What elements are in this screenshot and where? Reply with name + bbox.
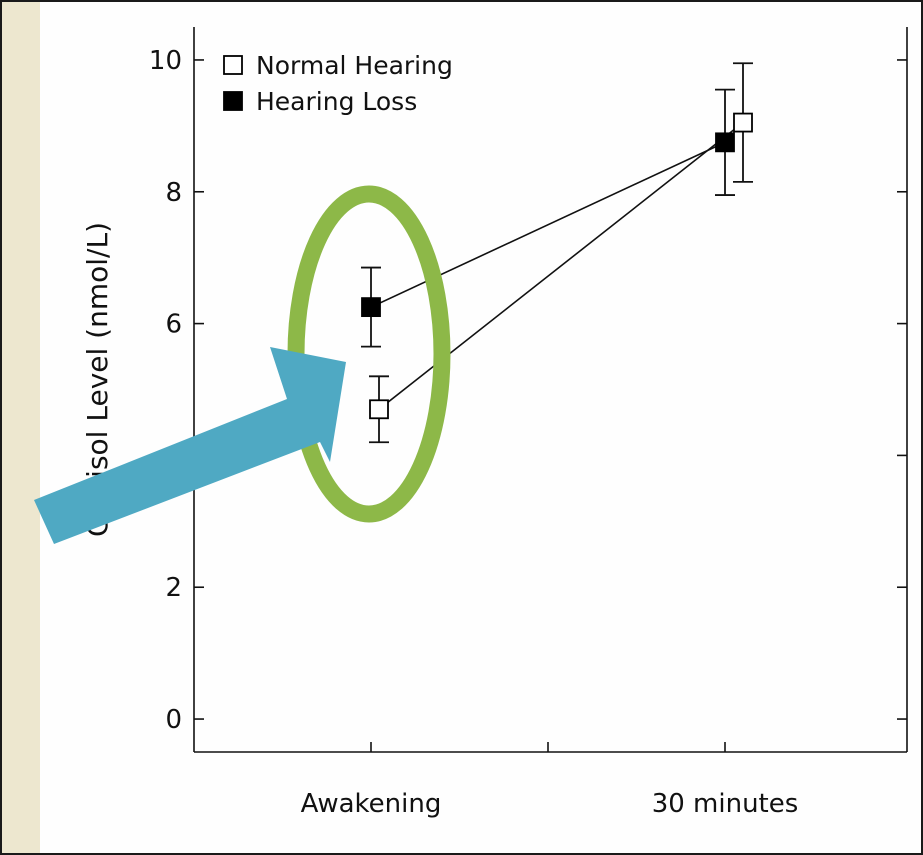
y-tick-label: 0 [165, 705, 182, 735]
y-tick-label: 10 [149, 46, 182, 76]
legend-marker [223, 91, 243, 111]
legend-label: Hearing Loss [256, 87, 417, 116]
normal-hearing-marker [369, 399, 389, 420]
y-tick-label: 6 [165, 310, 182, 340]
legend-marker [223, 55, 243, 75]
highlight-ellipse [287, 185, 451, 523]
pointer-arrow [34, 347, 346, 544]
y-tick-label: 2 [165, 573, 182, 603]
normal-hearing-marker [733, 112, 753, 133]
hearing-loss-marker [361, 297, 381, 318]
x-tick-label: 30 minutes [652, 789, 799, 819]
legend-label: Normal Hearing [256, 51, 453, 80]
series-line [370, 141, 726, 308]
y-tick-label: 8 [165, 178, 182, 208]
slide-left-band [2, 2, 40, 853]
hearing-loss-marker [715, 132, 735, 153]
annotation-layer [34, 185, 451, 544]
x-tick-label: Awakening [301, 789, 442, 819]
